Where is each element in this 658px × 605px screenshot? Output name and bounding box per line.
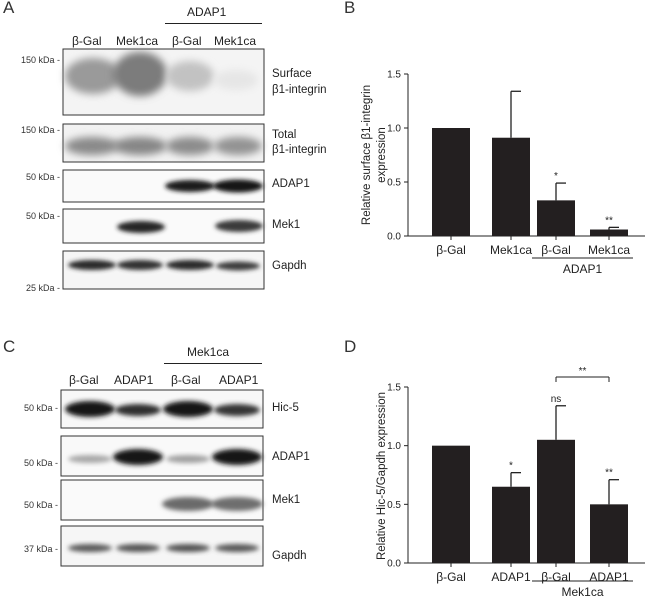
blot-a-group-label: ADAP1 xyxy=(187,5,227,19)
blot-a-lane-label: Mek1ca xyxy=(116,34,159,48)
bar xyxy=(537,439,575,563)
blot-a-kda-marker: 150 kDa - xyxy=(20,125,60,135)
bar xyxy=(537,200,575,236)
blot-a-row-label: Surface xyxy=(272,68,312,80)
blot-c-row-hic5 xyxy=(60,389,264,429)
x-tick-label: ADAP1 xyxy=(589,570,629,584)
blot-a-kda-marker: 50 kDa - xyxy=(25,172,60,182)
significance-bracket-label: ** xyxy=(579,366,587,377)
y-tick-label: 1.5 xyxy=(387,70,401,81)
x-tick-label: Mek1ca xyxy=(588,243,630,257)
blot-a-group-line xyxy=(165,23,262,24)
y-tick-label: 1.0 xyxy=(387,124,401,135)
blot-a-row-label: Mek1 xyxy=(272,219,301,231)
blot-c-lane-label: β-Gal xyxy=(171,373,201,387)
chart-d: 0.00.51.01.5β-Gal*ADAP1nsβ-Gal**ADAP1Mek… xyxy=(376,366,645,599)
blot-a-kda-marker: 25 kDa - xyxy=(25,283,60,293)
blot-c-row-adap1 xyxy=(60,435,264,477)
blot-a-row-label: ADAP1 xyxy=(272,178,310,190)
x-tick-label: ADAP1 xyxy=(491,570,531,584)
x-tick-label: β-Gal xyxy=(436,243,466,257)
bar xyxy=(590,504,628,563)
blot-a-row-gapdh xyxy=(62,250,265,290)
bar xyxy=(590,229,628,236)
y-axis-label: Relative Hic-5/Gapdh expression xyxy=(376,392,388,560)
y-axis-label: Relative surface β1-integrin xyxy=(361,85,373,225)
blot-c-kda-marker: 37 kDa - xyxy=(23,544,58,554)
y-tick-label: 1.0 xyxy=(387,441,401,452)
significance-label: ** xyxy=(605,468,613,479)
blot-a-image xyxy=(62,48,265,290)
chart-b: 0.0 0.5 1.0 1.5 β-Gal Mek1ca * β-Gal ** Mek1ca ADA… xyxy=(361,70,645,276)
blot-c-row-label: Mek1 xyxy=(272,494,301,506)
blot-a-lane-label: Mek1ca xyxy=(214,34,257,48)
blot-a-kda-marker: 50 kDa - xyxy=(25,211,60,221)
blot-a-row-adap1 xyxy=(62,169,265,203)
bar xyxy=(432,128,470,236)
x-tick-label: β-Gal xyxy=(436,570,466,584)
blot-c-kda-marker: 50 kDa - xyxy=(23,500,58,510)
blot-a-row-total xyxy=(62,123,265,163)
blot-c-group-line xyxy=(164,363,262,364)
blot-a-row-label: β1-integrin xyxy=(272,84,327,96)
y-tick-label: 0.0 xyxy=(387,232,401,243)
blot-c-row-label: ADAP1 xyxy=(272,451,310,463)
panel-letter-a: A xyxy=(3,0,15,17)
blot-c-kda-marker: 50 kDa - xyxy=(23,403,58,413)
blot-c-kda-marker: 50 kDa - xyxy=(23,458,58,468)
blot-a-row-label: β1-integrin xyxy=(272,144,327,156)
bar xyxy=(492,486,530,563)
y-tick-label: 0.5 xyxy=(387,500,401,511)
blot-a-lane-label: β-Gal xyxy=(72,34,102,48)
blot-c-row-label: Hic-5 xyxy=(272,402,299,414)
significance-label: * xyxy=(554,171,558,182)
blot-c-row-label: Gapdh xyxy=(272,550,307,562)
blot-a-lane-label: β-Gal xyxy=(172,34,202,48)
blot-a-kda-marker: 150 kDa - xyxy=(20,55,60,65)
bar xyxy=(432,445,470,563)
group-label: ADAP1 xyxy=(563,262,603,276)
x-tick-label: Mek1ca xyxy=(490,243,532,257)
x-tick-label: β-Gal xyxy=(541,570,571,584)
panel-letter-c: C xyxy=(3,337,16,356)
blot-c-lane-label: ADAP1 xyxy=(219,373,259,387)
panel-letter-b: B xyxy=(344,0,356,17)
blot-c-image xyxy=(60,389,264,567)
significance-label: ns xyxy=(551,394,562,405)
significance-label: * xyxy=(509,461,513,472)
blot-a-row-mek1 xyxy=(62,208,265,244)
group-label: Mek1ca xyxy=(561,585,603,599)
bar xyxy=(492,137,530,236)
y-tick-label: 1.5 xyxy=(387,383,401,394)
panel-letter-d: D xyxy=(344,337,357,356)
y-axis-label: expression xyxy=(376,127,388,183)
y-tick-label: 0.0 xyxy=(387,559,401,570)
y-tick-label: 0.5 xyxy=(387,178,401,189)
blot-a-row-label: Gapdh xyxy=(272,260,307,272)
blot-c-row-mek1 xyxy=(60,479,264,521)
significance-label: ** xyxy=(605,215,613,226)
blot-a-row-label: Total xyxy=(272,129,297,141)
blot-c-lane-label: β-Gal xyxy=(69,373,99,387)
blot-c-row-gapdh xyxy=(60,525,264,567)
x-tick-label: β-Gal xyxy=(541,243,571,257)
blot-c-group-label: Mek1ca xyxy=(187,345,230,359)
blot-c-lane-label: ADAP1 xyxy=(114,373,154,387)
blot-a-row-surface xyxy=(62,48,265,116)
